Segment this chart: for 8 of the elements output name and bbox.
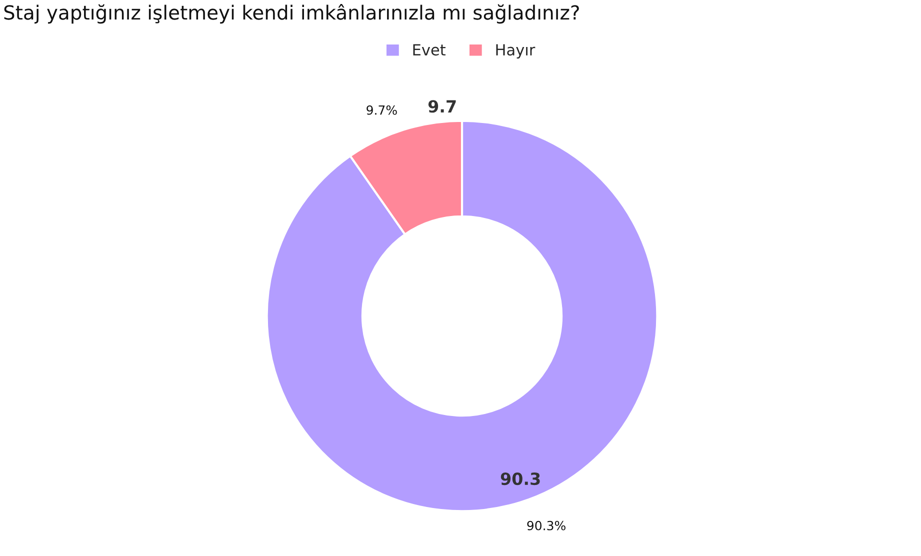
legend-label: Evet xyxy=(413,44,446,56)
chart-title: Staj yaptığınız işletmeyi kendi imkânlarınızla mı sağladınız? xyxy=(4,4,579,24)
text: 90.3 xyxy=(500,472,540,486)
text: 9.7 xyxy=(428,100,456,113)
data-label: 90.3% xyxy=(527,520,566,530)
legend-label: Hayır xyxy=(496,44,536,59)
donut-slice xyxy=(266,120,658,512)
data-label: 9.7% xyxy=(366,105,397,115)
